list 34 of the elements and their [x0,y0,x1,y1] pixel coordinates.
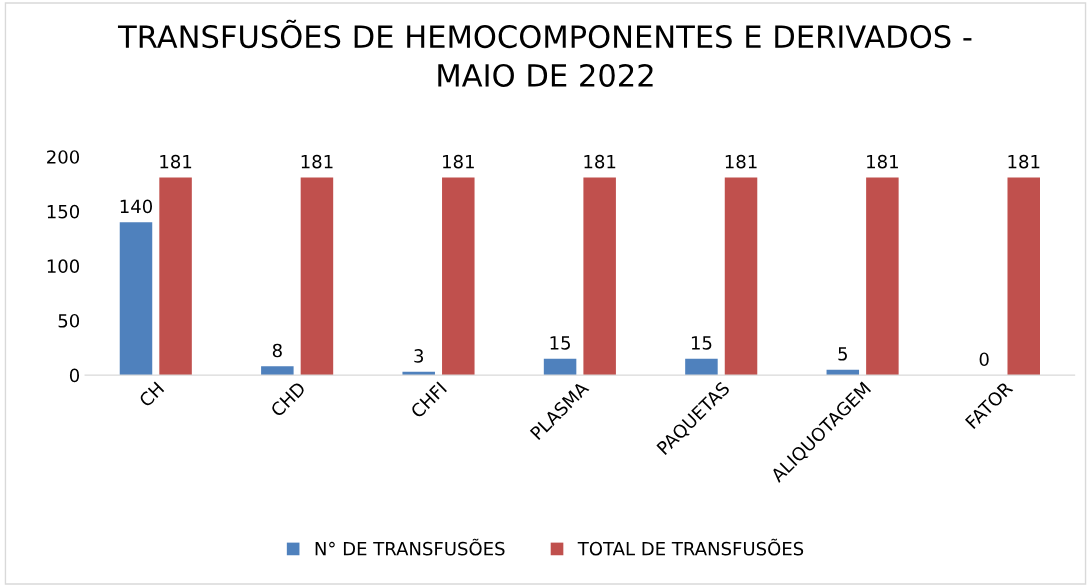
x-tick-label: CH [138,381,165,408]
bar [119,222,153,376]
y-tick-label: 0 [69,368,80,383]
bar [159,177,192,376]
data-label: 181 [301,154,333,169]
bar [866,177,899,376]
data-label: 181 [160,154,192,169]
bar [583,177,616,376]
data-label: 15 [550,336,570,350]
y-tick-label: 150 [47,204,80,219]
data-label: 181 [867,154,898,169]
chart-title: TRANSFUSÕES DE HEMOCOMPONENTES E DERIVADOS - MAIO DE 2022 [117,19,972,87]
data-label: 181 [1008,154,1040,169]
bar [1007,177,1040,376]
data-label: 181 [443,154,474,169]
data-label: 3 [414,349,424,363]
legend-label: TOTAL DE TRANSFUSÕES [577,538,804,556]
data-label: 140 [120,199,153,214]
bar [685,358,718,376]
bar [724,177,758,376]
y-tick-label: 100 [47,259,80,274]
legend-label: N° DE TRANSFUSÕES [315,538,505,556]
data-label: 181 [725,154,757,169]
data-label: 5 [838,347,847,361]
bar [543,358,577,376]
bar [442,177,475,376]
y-tick-label: 50 [58,313,80,328]
data-label: 181 [584,154,616,169]
data-label: 15 [691,336,712,350]
bar [300,177,334,376]
bar [261,366,294,376]
data-label: 8 [272,343,282,358]
data-label: 0 [979,352,989,367]
y-tick-label: 200 [47,150,80,164]
